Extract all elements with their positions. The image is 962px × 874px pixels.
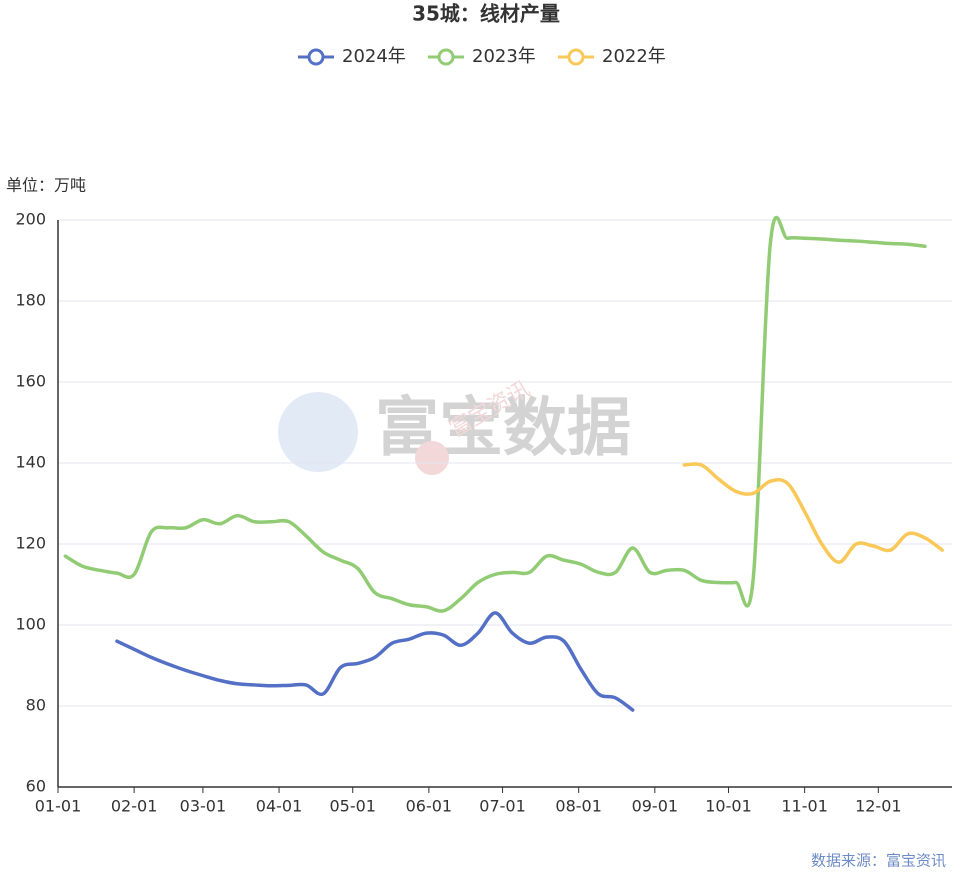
series-line [682, 462, 944, 564]
source: 数据来源：富宝资讯 [811, 852, 946, 870]
y-tick-label: 140 [15, 453, 46, 472]
x-tick-label: 07-01 [479, 797, 526, 816]
watermark: 富宝数据 [375, 392, 631, 466]
legend-label: 2023年 [472, 46, 536, 67]
x-tick-label: 02-01 [111, 797, 158, 816]
x-tick-label: 10-01 [705, 797, 752, 816]
watermark-group: 富宝数据 富宝资讯 [278, 377, 631, 475]
legend-label: 2024年 [342, 46, 406, 67]
watermark-logo [278, 392, 358, 472]
y-tick-label: 120 [15, 534, 46, 553]
x-tick-label: 12-01 [855, 797, 902, 816]
x-tick-label: 03-01 [180, 797, 227, 816]
chart-title: 35城：线材产量 [412, 2, 560, 26]
y-axis-label: 单位：万吨 [6, 176, 86, 195]
legend-marker [567, 48, 585, 66]
legend-item: 2024年 [298, 46, 406, 67]
legend-label: 2022年 [602, 46, 666, 67]
y-tick-label: 160 [15, 372, 46, 391]
y-tick-label: 180 [15, 291, 46, 310]
x-tick-label: 08-01 [555, 797, 602, 816]
y-tick-label: 200 [15, 210, 46, 229]
x-tick-label: 05-01 [329, 797, 376, 816]
y-tick-label: 100 [15, 615, 46, 634]
series-line [115, 611, 635, 712]
legend-marker [307, 48, 325, 66]
x-tick-label: 04-01 [256, 797, 303, 816]
y-tick-label: 80 [26, 696, 46, 715]
series-line [63, 215, 927, 613]
x-tick-label: 01-01 [35, 797, 82, 816]
legend-item: 2023年 [428, 46, 536, 67]
y-tick-label: 60 [26, 777, 46, 796]
legend-marker [437, 48, 455, 66]
x-tick-label: 06-01 [406, 797, 453, 816]
legend-item: 2022年 [558, 46, 666, 67]
watermark-logo-small [415, 441, 449, 475]
x-tick-label: 11-01 [781, 797, 828, 816]
x-tick-label: 09-01 [632, 797, 679, 816]
